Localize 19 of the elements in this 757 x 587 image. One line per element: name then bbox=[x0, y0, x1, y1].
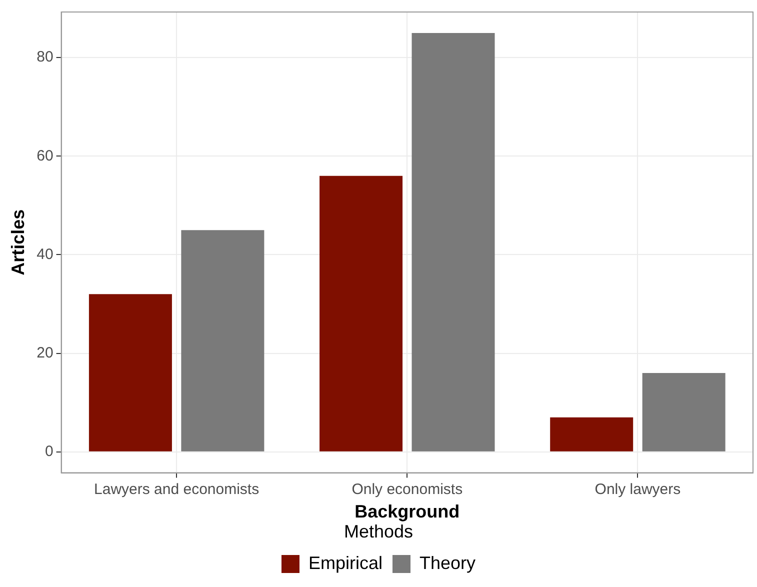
bar bbox=[320, 176, 403, 452]
legend-label: Empirical bbox=[308, 552, 382, 573]
bar bbox=[642, 373, 726, 452]
y-axis-title: Articles bbox=[8, 209, 28, 276]
x-axis-title: Background bbox=[354, 502, 460, 522]
y-tick-label: 60 bbox=[36, 147, 54, 164]
x-tick-label: Only economists bbox=[352, 480, 463, 498]
y-tick-label: 40 bbox=[36, 246, 54, 263]
bar bbox=[550, 417, 634, 452]
bar bbox=[88, 294, 172, 452]
bar bbox=[412, 32, 495, 452]
legend-label: Theory bbox=[419, 552, 476, 573]
x-tick-label: Only lawyers bbox=[594, 480, 681, 498]
y-tick-label: 0 bbox=[44, 442, 54, 460]
y-tick-label: 80 bbox=[36, 48, 54, 66]
bar bbox=[181, 230, 264, 452]
x-tick-label: Lawyers and economists bbox=[94, 480, 260, 498]
y-tick-label: 20 bbox=[36, 344, 54, 362]
legend-title: Methods bbox=[344, 521, 414, 542]
